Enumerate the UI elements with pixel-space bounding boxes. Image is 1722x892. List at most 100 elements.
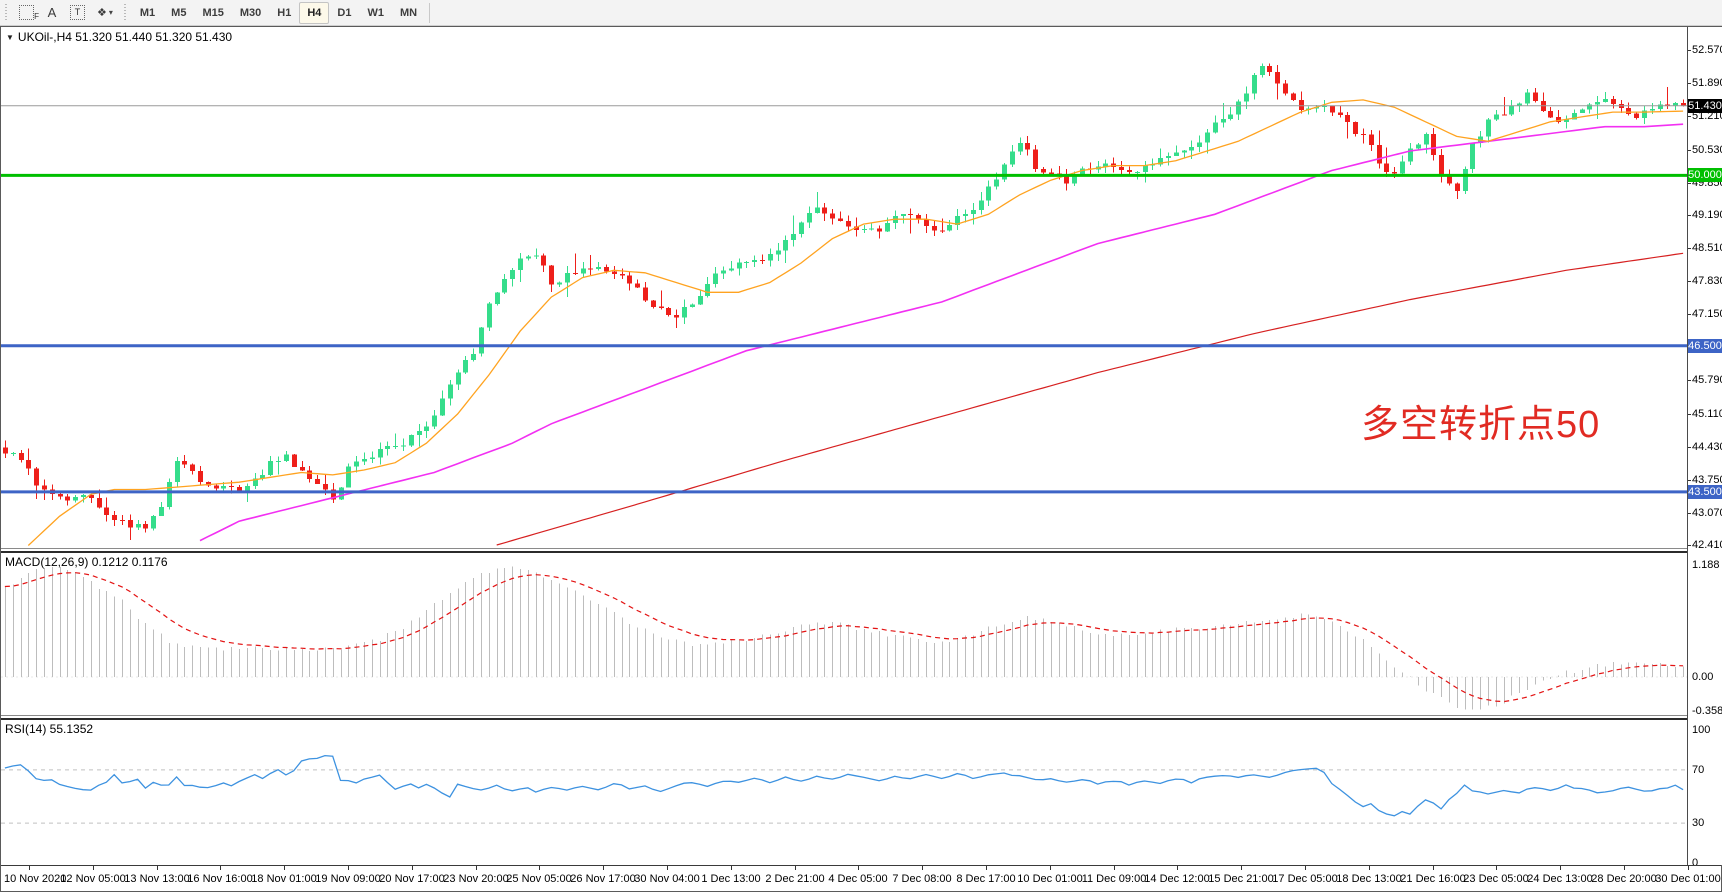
time-axis-label: 28 Dec 20:00 xyxy=(1591,873,1657,885)
time-axis[interactable]: 10 Nov 2020 12 Nov 05:00 13 Nov 13:00 16 No… xyxy=(1,865,1721,891)
time-axis-tick xyxy=(667,866,668,870)
order-f-tool-icon[interactable]: F xyxy=(14,3,39,23)
price-axis-label: 43.750 xyxy=(1692,474,1722,486)
price-axis[interactable]: 52.57051.89051.21050.53049.85049.19048.5… xyxy=(1688,27,1722,869)
timeframe-button-w1[interactable]: W1 xyxy=(367,6,384,19)
time-axis-tick xyxy=(348,866,349,870)
time-axis-tick xyxy=(603,866,604,870)
price-axis-tick xyxy=(1688,248,1691,249)
timeframe-button-d1[interactable]: D1 xyxy=(337,6,352,19)
time-axis-label: 17 Dec 05:00 xyxy=(1272,873,1338,885)
price-axis-tick xyxy=(1688,545,1691,546)
timeframe-button-h1[interactable]: H1 xyxy=(277,6,292,19)
price-axis-tick xyxy=(1688,414,1691,415)
price-axis-label: 43.070 xyxy=(1692,507,1722,519)
time-axis-tick xyxy=(157,866,158,870)
timeframe-button-m1[interactable]: M1 xyxy=(139,6,156,19)
price-axis-divider xyxy=(1687,27,1688,865)
collapse-arrow-icon[interactable]: ▼ xyxy=(6,33,14,42)
time-axis-tick xyxy=(29,866,30,870)
macd-chart[interactable] xyxy=(1,553,1687,715)
macd-axis-label: 0.00 xyxy=(1692,671,1714,683)
time-axis-tick xyxy=(986,866,987,870)
rsi-label: RSI(14) 55.1352 xyxy=(5,722,94,736)
timeframe-buttons: M1 M5 M15 M30 H1 H4 D1 W1 MN xyxy=(132,1,425,24)
timeframe-button-m15[interactable]: M15 xyxy=(202,6,224,19)
arrange-windows-icon[interactable]: ❖ ▾ xyxy=(97,7,113,19)
price-axis-label: 48.510 xyxy=(1692,242,1722,254)
price-axis-tick xyxy=(1688,281,1691,282)
price-axis-label: 45.110 xyxy=(1692,408,1722,420)
price-axis-tick xyxy=(1688,513,1691,514)
time-axis-label: 12 Nov 05:00 xyxy=(60,873,126,885)
price-axis-label: 42.410 xyxy=(1692,539,1722,551)
time-axis-label: 1 Dec 13:00 xyxy=(701,873,761,885)
panel-splitter[interactable] xyxy=(1,548,1721,553)
time-axis-label: 10 Dec 01:00 xyxy=(1017,873,1083,885)
timeframe-button-h4[interactable]: H4 xyxy=(299,1,330,24)
toolbar-grip[interactable] xyxy=(3,3,10,22)
last-price-tag: 51.430 xyxy=(1688,99,1722,113)
toolbar-separator xyxy=(429,2,431,23)
time-axis-tick xyxy=(731,866,732,870)
timeframe-button-m30[interactable]: M30 xyxy=(239,6,262,19)
time-axis-label: 11 Dec 09:00 xyxy=(1081,873,1147,885)
time-axis-label: 24 Dec 13:00 xyxy=(1527,873,1593,885)
price-axis-label: 44.430 xyxy=(1692,441,1722,453)
time-axis-label: 15 Dec 21:00 xyxy=(1208,873,1274,885)
rsi-axis-label: 70 xyxy=(1692,764,1705,776)
price-chart-panel[interactable]: ▼ UKOil-,H4 51.320 51.440 51.320 51.430 多… xyxy=(1,27,1687,548)
time-axis-tick xyxy=(795,866,796,870)
time-axis-tick xyxy=(1688,866,1689,870)
price-axis-label: 51.210 xyxy=(1692,110,1722,122)
time-axis-label: 10 Nov 2020 xyxy=(4,873,67,885)
rsi-axis-label: 100 xyxy=(1692,724,1711,736)
price-axis-tick xyxy=(1688,447,1691,448)
price-axis-label: 47.150 xyxy=(1692,308,1722,320)
macd-indicator-panel[interactable]: MACD(12,26,9) 0.1212 0.1176 xyxy=(1,553,1687,715)
time-axis-label: 14 Dec 12:00 xyxy=(1144,873,1210,885)
macd-axis-label: -0.3582 xyxy=(1692,705,1722,717)
rsi-indicator-panel[interactable]: RSI(14) 55.1352 xyxy=(1,720,1687,865)
text-frame-tool-icon[interactable]: T xyxy=(65,3,90,23)
price-axis-label: 51.890 xyxy=(1692,77,1722,89)
rsi-axis-label: 0 xyxy=(1692,857,1699,869)
time-axis-tick xyxy=(1050,866,1051,870)
candlestick-chart[interactable] xyxy=(1,27,1687,548)
hline-price-tag: 43.500 xyxy=(1688,485,1722,499)
rsi-chart[interactable] xyxy=(1,720,1687,865)
time-axis-label: 30 Nov 04:00 xyxy=(634,873,700,885)
rsi-axis-label: 30 xyxy=(1692,817,1705,829)
time-axis-tick xyxy=(858,866,859,870)
timeframe-button-m5[interactable]: M5 xyxy=(171,6,187,19)
time-axis-tick xyxy=(1241,866,1242,870)
text-label-tool-icon[interactable]: A xyxy=(47,5,57,20)
time-axis-label: 26 Nov 17:00 xyxy=(570,873,636,885)
time-axis-label: 4 Dec 05:00 xyxy=(828,873,888,885)
time-axis-tick xyxy=(1624,866,1625,870)
timeframe-button-mn[interactable]: MN xyxy=(399,6,418,19)
time-axis-label: 21 Dec 16:00 xyxy=(1400,873,1466,885)
price-axis-label: 50.530 xyxy=(1692,144,1722,156)
price-axis-label: 49.190 xyxy=(1692,209,1722,221)
toolbar: F A T ❖ ▾ M1 M5 M15 M30 H1 H4 D1 W1 MN xyxy=(0,0,1722,26)
price-axis-tick xyxy=(1688,380,1691,381)
time-axis-label: 18 Nov 01:00 xyxy=(251,873,317,885)
price-axis-label: 52.570 xyxy=(1692,44,1722,56)
hline-price-tag: 46.500 xyxy=(1688,339,1722,353)
time-axis-tick xyxy=(1177,866,1178,870)
time-axis-label: 2 Dec 21:00 xyxy=(765,873,825,885)
time-axis-tick xyxy=(220,866,221,870)
toolbar-grip[interactable] xyxy=(121,3,129,22)
hline-price-tag: 50.000 xyxy=(1688,168,1722,182)
price-axis-tick xyxy=(1688,83,1691,84)
time-axis-label: 8 Dec 17:00 xyxy=(956,873,1016,885)
time-axis-tick xyxy=(1496,866,1497,870)
price-axis-tick xyxy=(1688,314,1691,315)
price-axis-tick xyxy=(1688,215,1691,216)
time-axis-tick xyxy=(1560,866,1561,870)
chart-window: ▼ UKOil-,H4 51.320 51.440 51.320 51.430 多… xyxy=(0,26,1722,892)
chart-annotation-text: 多空转折点50 xyxy=(1361,404,1601,446)
panel-splitter[interactable] xyxy=(1,715,1721,720)
